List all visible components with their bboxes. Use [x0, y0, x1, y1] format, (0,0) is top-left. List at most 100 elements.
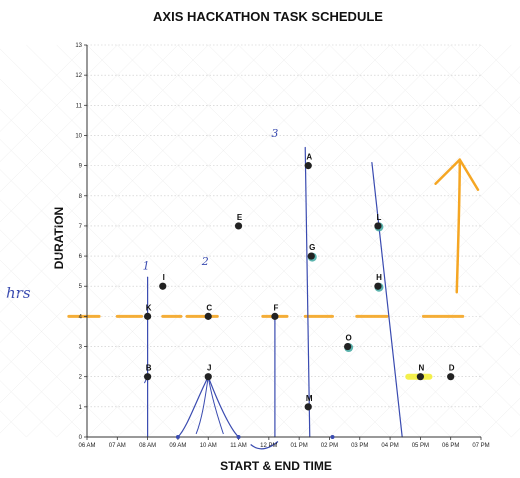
axis-ink-dot — [175, 435, 180, 439]
y-tick-label: 7 — [79, 224, 83, 230]
gridline-diag — [0, 259, 179, 438]
gridline-diag — [480, 44, 520, 85]
ink-stroke — [250, 441, 279, 450]
y-tick-label: 0 — [79, 435, 83, 441]
arrow-shaft — [455, 158, 462, 294]
gridline-diag — [0, 199, 239, 438]
gridline-diag — [450, 367, 520, 438]
hand-number: 3 — [271, 127, 278, 140]
point-d — [447, 373, 455, 381]
point-j — [204, 373, 212, 381]
y-tick-label: 3 — [79, 345, 83, 351]
x-tick-label: 08 AM — [139, 443, 156, 449]
ink-stroke — [207, 376, 239, 438]
point-e — [234, 222, 243, 230]
gridline-diag — [389, 307, 520, 438]
gridline-diag — [0, 350, 88, 438]
point-m — [304, 403, 312, 411]
gridline-diag — [0, 319, 118, 438]
x-tick-label: 01 PM — [290, 443, 307, 449]
x-tick-label: 09 AM — [169, 443, 186, 449]
gridline-diag — [0, 44, 209, 253]
gridline-diag — [117, 44, 512, 438]
x-tick-label: 11 AM — [230, 443, 247, 449]
gridline-diag — [0, 44, 148, 193]
x-tick-label: 12 PM — [260, 443, 277, 449]
y-tick-label: 12 — [75, 73, 82, 79]
point-label-h: H — [376, 273, 382, 282]
y-tick-label: 4 — [79, 314, 83, 320]
y-tick-label: 10 — [75, 133, 82, 139]
gridline-diag — [56, 44, 451, 438]
point-label-c: C — [206, 303, 212, 312]
point-label-f: F — [273, 303, 278, 312]
ink-stroke — [195, 376, 209, 435]
point-label-a: A — [306, 153, 312, 162]
gridline-diag — [450, 44, 520, 115]
x-tick-label: 07 PM — [472, 443, 489, 449]
gridline-diag — [208, 44, 520, 356]
mark-layer: 1 2 3 — [143, 127, 335, 439]
point-label-m: M — [306, 394, 313, 403]
y-tick-label: 11 — [76, 103, 83, 109]
gridline-diag — [268, 44, 520, 296]
point-c — [204, 312, 212, 320]
x-tick-label: 06 PM — [442, 443, 459, 449]
gridline-diag — [359, 44, 520, 205]
y-tick-label: 9 — [79, 164, 83, 170]
x-tick-label: 03 PM — [351, 443, 368, 449]
point-label-b: B — [146, 364, 152, 373]
gridline-diag — [177, 44, 520, 386]
ink-stroke — [207, 376, 224, 435]
gridline-diag — [329, 44, 520, 235]
chart-title: AXIS HACKATHON TASK SCHEDULE — [153, 9, 383, 24]
point-h — [374, 282, 382, 290]
hand-number: 1 — [143, 260, 150, 273]
gridline-diag — [0, 380, 57, 438]
ink-stroke — [371, 162, 403, 438]
point-label-i: I — [163, 273, 165, 282]
x-tick-label: 07 AM — [109, 443, 126, 449]
gridline-diag — [208, 126, 520, 438]
gridline-diag — [0, 139, 300, 438]
point-label-j: J — [207, 364, 211, 373]
y-tick-label: 5 — [79, 284, 83, 290]
side-note: hrs — [6, 284, 31, 302]
points-layer: A B C D E F G H I J K L M N O — [144, 153, 455, 411]
point-label-g: G — [309, 243, 315, 252]
point-f — [271, 312, 279, 320]
hand-number: 2 — [201, 255, 209, 268]
x-axis-label: START & END TIME — [220, 459, 332, 473]
gridline-diag — [26, 44, 421, 438]
gridline-diag — [420, 337, 520, 438]
y-tick-label: 1 — [79, 405, 83, 411]
gridline-diag — [0, 44, 88, 132]
axis-ink-dot — [236, 435, 241, 439]
gridline-diag — [147, 66, 520, 438]
point-o — [344, 342, 352, 351]
gridline-diag — [0, 229, 209, 438]
point-n — [416, 373, 424, 381]
gridline-diag — [177, 96, 520, 438]
point-label-e: E — [237, 213, 243, 222]
gridline-diag — [0, 78, 360, 438]
point-k — [144, 312, 152, 320]
gridline-diag — [0, 169, 270, 438]
gridline-diag — [0, 410, 27, 438]
point-label-n: N — [418, 364, 424, 373]
gridline-diag — [420, 44, 520, 145]
gridline-diag — [0, 44, 179, 223]
grid-layer — [0, 44, 520, 438]
x-tick-label: 05 PM — [412, 443, 429, 449]
stroke-layer — [67, 146, 480, 450]
gridline-diag — [0, 289, 148, 438]
gridline-diag — [238, 156, 520, 438]
gridline-diag — [0, 44, 270, 313]
point-i — [159, 282, 167, 290]
point-b — [144, 373, 152, 381]
x-tick-label: 02 PM — [321, 443, 338, 449]
gridline-diag — [0, 44, 330, 374]
